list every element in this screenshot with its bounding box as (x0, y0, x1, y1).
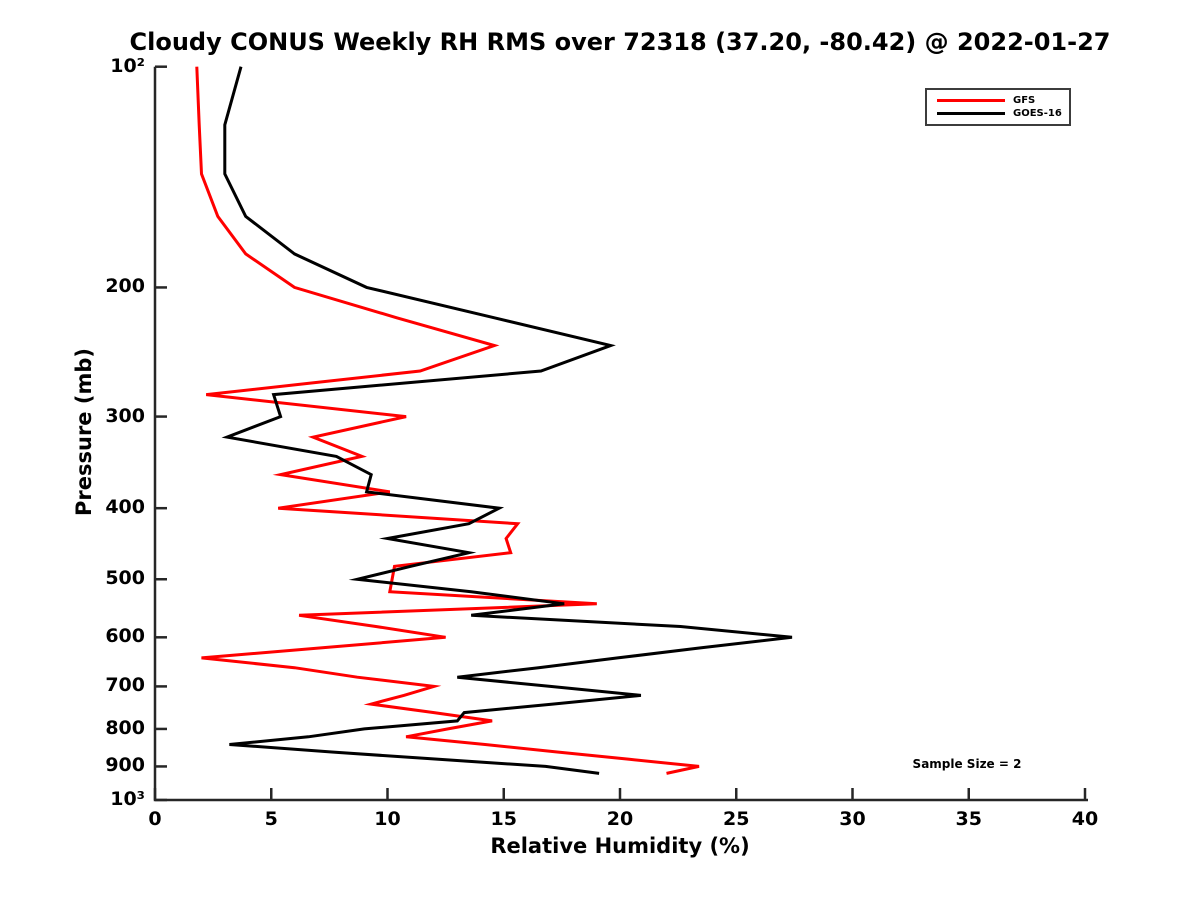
y-tick-label: 500 (105, 567, 145, 590)
x-tick-label: 30 (839, 808, 866, 830)
chart-title: Cloudy CONUS Weekly RH RMS over 72318 (3… (129, 28, 1111, 56)
gfs-line (195, 66, 700, 775)
y-tick-label: 400 (105, 496, 145, 519)
legend-entry-gfs: GFS (937, 94, 1063, 107)
x-tick-label: 5 (264, 808, 278, 830)
x-tick-label: 40 (1071, 808, 1099, 830)
x-tick-label: 35 (955, 808, 982, 830)
legend: GFS GOES-16 (925, 88, 1071, 126)
x-tick-label: 10 (374, 808, 401, 830)
y-tick-label: 800 (105, 716, 145, 739)
y-tick-label: 10² (110, 54, 145, 77)
gfs-line-swatch (937, 99, 1005, 102)
axis-spines (153, 66, 1088, 802)
goes16-line (221, 66, 793, 775)
y-tick-label: 300 (105, 404, 145, 427)
x-tick-label: 25 (723, 808, 750, 830)
y-tick-label: 900 (105, 754, 145, 777)
x-tick-label: 15 (490, 808, 517, 830)
x-tick-label: 0 (148, 808, 162, 830)
x-tick-label: 20 (606, 808, 634, 830)
goes16-legend-label: GOES-16 (1013, 108, 1062, 119)
legend-entry-goes16: GOES-16 (937, 107, 1063, 120)
y-tick-label: 600 (105, 625, 145, 648)
y-tick-label: 10³ (110, 788, 145, 810)
x-axis-label: Relative Humidity (%) (490, 834, 750, 858)
sample-size-annotation: Sample Size = 2 (912, 757, 1022, 771)
y-tick-label: 700 (105, 674, 145, 697)
goes16-line-swatch (937, 112, 1005, 115)
y-tick-label: 200 (105, 275, 145, 298)
gfs-legend-label: GFS (1013, 95, 1036, 106)
